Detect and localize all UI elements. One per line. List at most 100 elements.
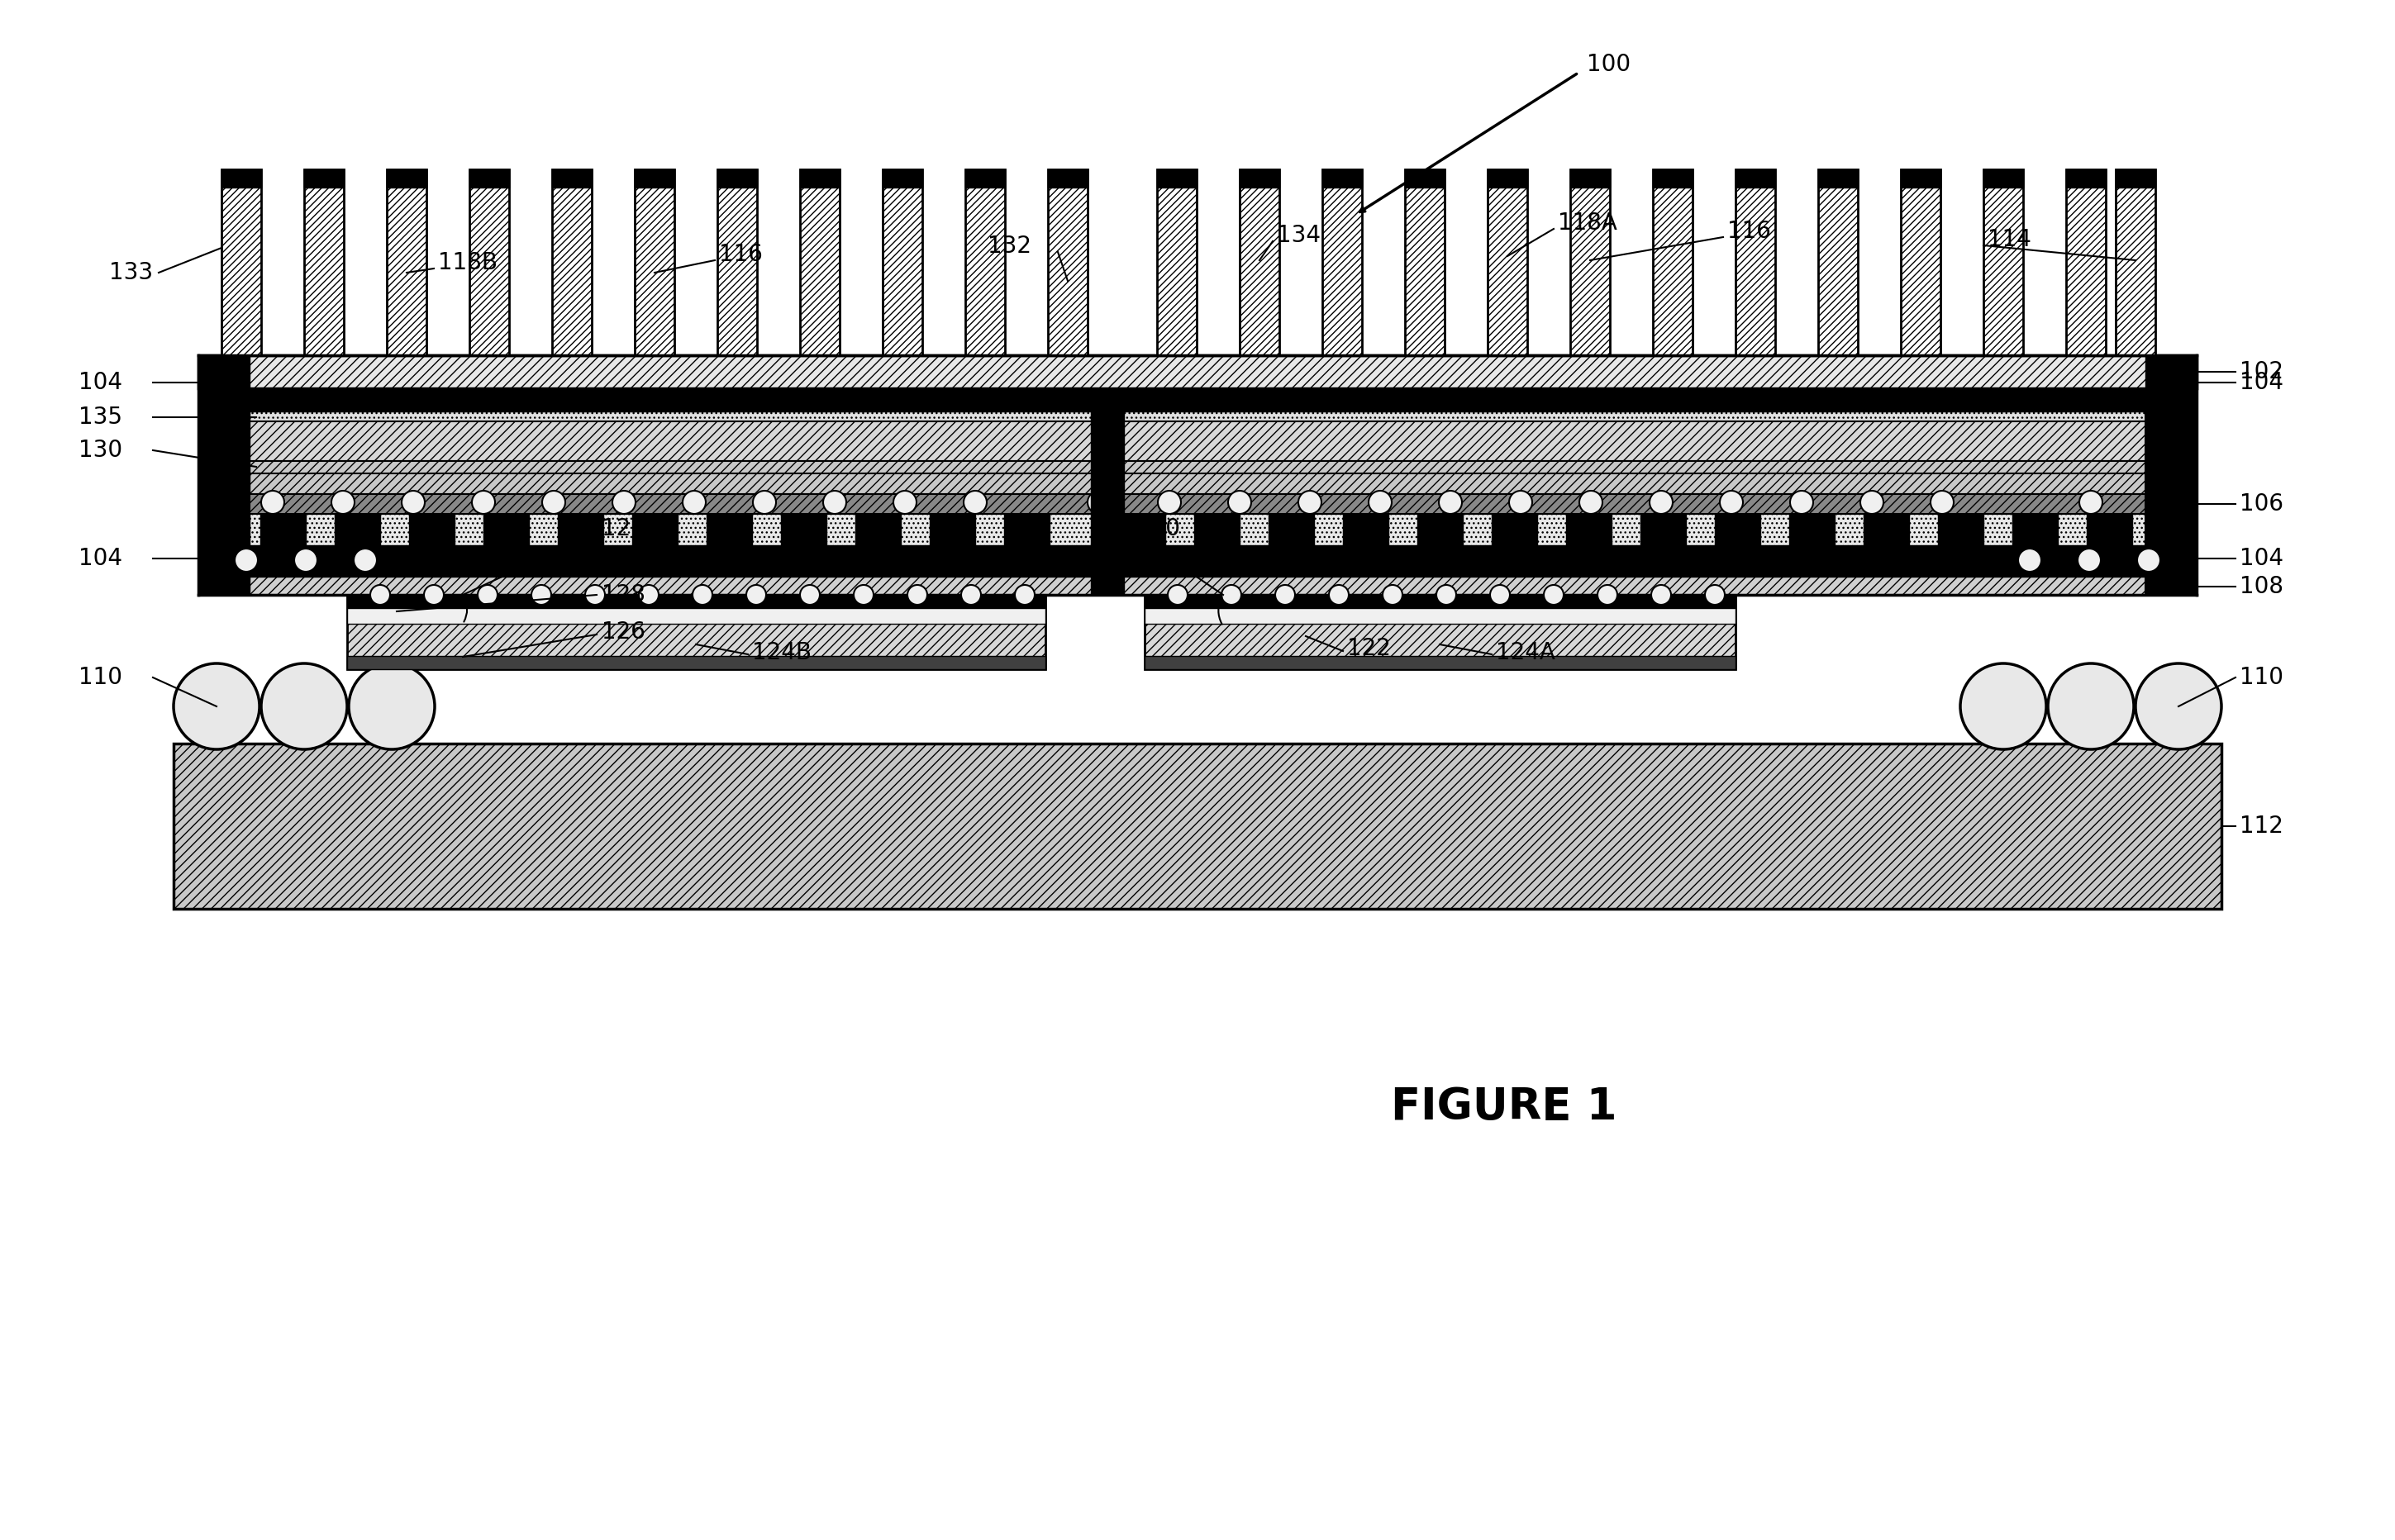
Bar <box>1322 169 1363 356</box>
Bar <box>1241 169 1279 356</box>
Circle shape <box>1650 491 1672 514</box>
Bar <box>553 169 592 356</box>
Bar <box>1049 169 1087 356</box>
Bar <box>1902 169 1940 356</box>
Bar <box>347 594 1047 608</box>
Text: 118A: 118A <box>1557 211 1617 234</box>
Bar <box>347 608 1047 624</box>
Bar <box>220 169 261 356</box>
Circle shape <box>354 548 376 571</box>
Bar <box>1487 169 1528 188</box>
Bar <box>199 388 2196 411</box>
Bar <box>884 169 922 356</box>
Circle shape <box>1720 491 1744 514</box>
Text: 134: 134 <box>1277 223 1320 246</box>
Bar <box>718 169 757 188</box>
Bar <box>249 460 2146 494</box>
Bar <box>1487 169 1528 356</box>
Text: 120: 120 <box>601 517 644 541</box>
Bar <box>1145 608 1736 624</box>
Bar <box>1195 514 1241 562</box>
Circle shape <box>235 548 259 571</box>
Bar <box>553 169 592 188</box>
Bar <box>469 169 510 188</box>
Circle shape <box>2076 548 2100 571</box>
Bar <box>635 169 675 188</box>
Bar <box>1571 169 1609 356</box>
Circle shape <box>2136 664 2223 750</box>
Bar <box>1818 169 1859 356</box>
Bar <box>1938 514 1983 562</box>
Bar <box>2067 169 2105 188</box>
Circle shape <box>1545 585 1564 605</box>
Circle shape <box>1705 585 1724 605</box>
Circle shape <box>472 491 496 514</box>
Bar <box>304 169 345 356</box>
Circle shape <box>477 585 498 605</box>
Bar <box>2086 514 2132 562</box>
Circle shape <box>1650 585 1672 605</box>
Bar <box>884 169 922 188</box>
Bar <box>965 169 1006 356</box>
Circle shape <box>1015 585 1035 605</box>
Bar <box>249 562 2146 594</box>
Text: 120: 120 <box>1135 517 1181 541</box>
Circle shape <box>1437 585 1456 605</box>
Bar <box>2115 169 2156 188</box>
Circle shape <box>853 585 874 605</box>
Bar <box>1269 514 1315 562</box>
Text: 112: 112 <box>2239 815 2282 838</box>
Bar <box>855 514 901 562</box>
Text: 126: 126 <box>601 621 644 644</box>
Bar <box>199 545 2196 576</box>
Bar <box>2012 514 2057 562</box>
Bar <box>558 514 604 562</box>
Text: 108: 108 <box>2239 574 2282 598</box>
Bar <box>484 514 529 562</box>
Bar <box>781 514 826 562</box>
Bar <box>1492 514 1538 562</box>
Circle shape <box>541 491 565 514</box>
Text: 124A: 124A <box>1497 641 1554 664</box>
Text: 102: 102 <box>2239 360 2282 383</box>
Circle shape <box>584 585 606 605</box>
Circle shape <box>800 585 819 605</box>
Circle shape <box>331 491 354 514</box>
Bar <box>1902 169 1940 188</box>
Circle shape <box>1578 491 1602 514</box>
Circle shape <box>1169 585 1188 605</box>
Circle shape <box>824 491 845 514</box>
Text: 110: 110 <box>79 665 122 688</box>
Bar <box>1418 514 1463 562</box>
Bar <box>1090 388 1123 594</box>
Bar <box>1653 169 1693 188</box>
Circle shape <box>350 664 436 750</box>
Circle shape <box>1382 585 1403 605</box>
Bar <box>220 169 261 188</box>
Bar <box>1863 514 1909 562</box>
Text: FIGURE 1: FIGURE 1 <box>1391 1086 1617 1129</box>
Circle shape <box>613 491 635 514</box>
Bar <box>1121 514 1166 562</box>
Bar <box>1049 169 1087 188</box>
Text: 104: 104 <box>2239 371 2282 394</box>
Bar <box>800 169 841 356</box>
Bar <box>1818 169 1859 188</box>
Bar <box>199 356 249 594</box>
Circle shape <box>1930 491 1954 514</box>
Circle shape <box>1368 491 1391 514</box>
Bar <box>249 514 2146 562</box>
Bar <box>386 169 426 356</box>
Circle shape <box>532 585 551 605</box>
Circle shape <box>1597 585 1617 605</box>
Bar <box>1983 169 2024 188</box>
Circle shape <box>747 585 766 605</box>
Bar <box>965 169 1006 188</box>
Bar <box>1406 169 1444 188</box>
Bar <box>249 411 2146 422</box>
Text: 128: 128 <box>601 584 644 607</box>
Bar <box>1145 594 1736 670</box>
Bar <box>929 514 975 562</box>
Text: 133: 133 <box>110 262 153 285</box>
Circle shape <box>1274 585 1296 605</box>
